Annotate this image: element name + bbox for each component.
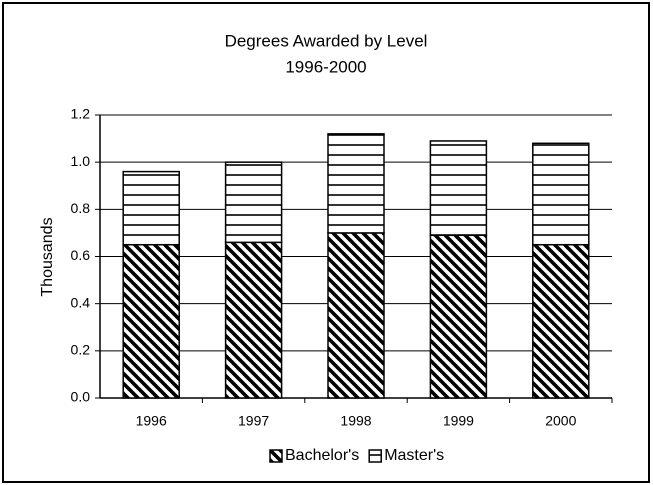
x-tick-label: 1999 xyxy=(443,413,474,429)
legend-label: Master's xyxy=(384,447,444,464)
bar-segment xyxy=(429,234,488,399)
legend-swatch xyxy=(368,449,382,463)
bar-segment xyxy=(429,140,488,237)
x-tick-label: 1998 xyxy=(340,413,371,429)
legend-label: Bachelor's xyxy=(285,447,359,464)
bar-segment xyxy=(122,170,180,246)
y-tick-label: 0.0 xyxy=(71,389,91,405)
x-tick-label: 1997 xyxy=(238,413,269,429)
x-tick-label: 2000 xyxy=(545,413,576,429)
y-tick-label: 1.2 xyxy=(71,106,91,122)
bar-segment xyxy=(122,243,180,399)
chart-subtitle: 1996-2000 xyxy=(285,57,366,76)
bar-segment xyxy=(224,241,283,399)
bar-segment xyxy=(327,133,385,234)
bar-segment xyxy=(532,243,590,399)
y-tick-label: 1.0 xyxy=(71,153,91,169)
y-tick-label: 0.6 xyxy=(71,247,91,263)
y-tick-label: 0.8 xyxy=(71,200,91,216)
chart-title: Degrees Awarded by Level xyxy=(225,31,428,50)
y-axis-label: Thousands xyxy=(39,217,56,296)
y-tick-label: 0.4 xyxy=(71,294,91,310)
bar-segment xyxy=(224,161,283,244)
bar-segment xyxy=(327,232,385,399)
bar-segment xyxy=(532,142,590,246)
x-tick-label: 1996 xyxy=(136,413,167,429)
y-tick-label: 0.2 xyxy=(71,342,91,358)
legend-swatch xyxy=(269,449,283,463)
